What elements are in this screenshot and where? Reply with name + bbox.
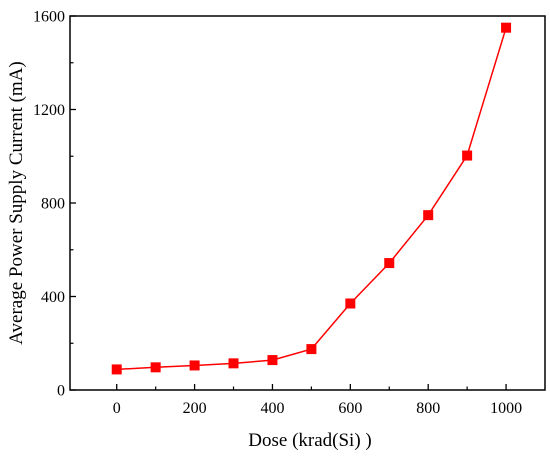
series-layer <box>111 22 512 375</box>
data-point-marker <box>189 360 200 371</box>
x-tick-label: 800 <box>416 400 440 417</box>
x-tick-label: 200 <box>183 400 207 417</box>
data-point-marker <box>228 358 239 369</box>
data-point-marker <box>306 344 317 355</box>
y-tick-label: 400 <box>41 289 65 306</box>
x-axis-title: Dose (krad(Si) ) <box>248 430 371 451</box>
tick-layer: 0 200 400 600 800 1000 0 400 800 1200 1600 <box>33 9 522 418</box>
data-point-marker <box>462 150 473 161</box>
y-tick-label: 0 <box>57 383 65 400</box>
data-point-marker <box>111 364 122 375</box>
data-point-marker <box>267 355 278 366</box>
y-tick-label: 1600 <box>33 9 65 26</box>
y-tick-label: 800 <box>41 196 65 213</box>
x-tick-label: 0 <box>113 400 121 417</box>
data-point-marker <box>384 258 395 269</box>
x-tick-label: 1000 <box>490 400 522 417</box>
data-point-marker <box>150 362 161 373</box>
y-tick-label: 1200 <box>33 102 65 119</box>
y-axis-title: Average Power Supply Current (mA) <box>6 61 27 345</box>
x-tick-label: 600 <box>338 400 362 417</box>
data-point-marker <box>345 298 356 309</box>
data-point-marker <box>501 22 512 33</box>
x-tick-label: 400 <box>260 400 284 417</box>
data-point-marker <box>423 210 434 221</box>
